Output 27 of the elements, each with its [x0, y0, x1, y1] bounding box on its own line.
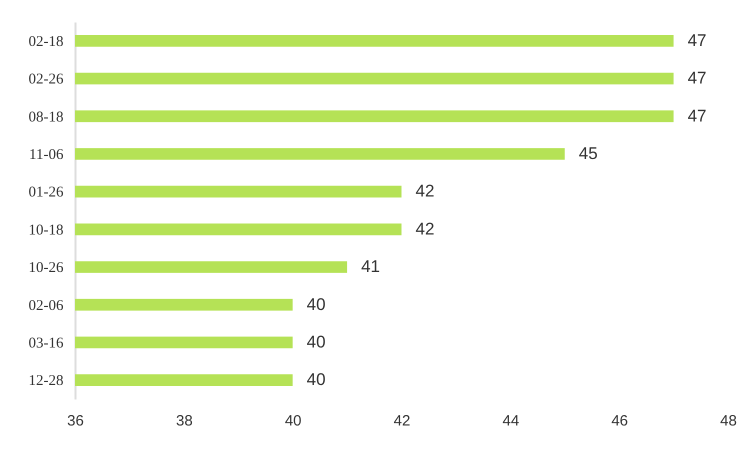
x-tick-label: 36	[67, 412, 84, 430]
data-label: 40	[306, 370, 326, 390]
y-tick-label: 03-16	[28, 335, 64, 352]
x-tick-label: 48	[720, 412, 737, 430]
data-label: 47	[688, 68, 707, 88]
data-label: 47	[688, 30, 707, 50]
y-tick-label: 12-28	[28, 373, 64, 390]
data-label: 45	[578, 144, 598, 163]
y-tick-label: 10-26	[28, 260, 64, 276]
x-tick-label: 44	[502, 412, 520, 430]
y-tick-label: 08-18	[28, 109, 64, 126]
y-tick-label: 10-18	[28, 222, 64, 238]
y-tick-label: 01-26	[28, 184, 64, 201]
x-tick-label: 38	[176, 412, 193, 430]
data-label: 42	[416, 182, 434, 201]
data-label: 42	[416, 219, 434, 238]
y-tick-label: 02-26	[28, 72, 64, 88]
data-label: 40	[306, 332, 326, 352]
y-tick-label: 11-06	[29, 146, 64, 163]
y-tick-label: 02-06	[28, 298, 64, 314]
x-tick-label: 46	[611, 412, 628, 430]
data-label: 40	[306, 294, 326, 314]
x-tick-label: 40	[284, 412, 302, 430]
data-label: 41	[361, 257, 380, 276]
y-tick-label: 02-18	[28, 34, 64, 50]
data-label: 47	[688, 106, 707, 126]
x-tick-label: 42	[394, 412, 410, 430]
